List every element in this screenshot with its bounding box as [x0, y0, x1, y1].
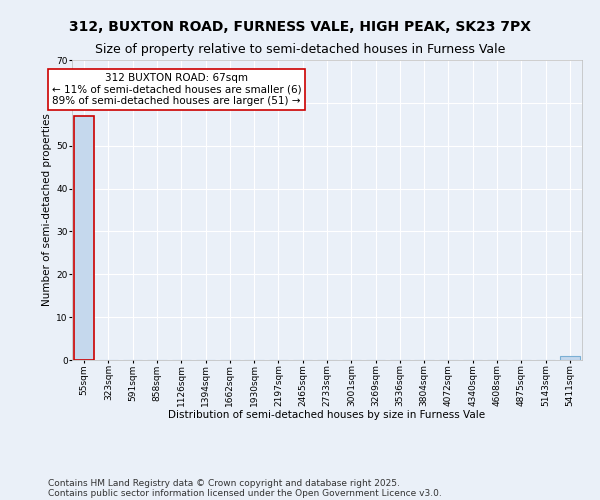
Text: 312, BUXTON ROAD, FURNESS VALE, HIGH PEAK, SK23 7PX: 312, BUXTON ROAD, FURNESS VALE, HIGH PEA…	[69, 20, 531, 34]
Text: Contains HM Land Registry data © Crown copyright and database right 2025.: Contains HM Land Registry data © Crown c…	[48, 478, 400, 488]
Text: 312 BUXTON ROAD: 67sqm
← 11% of semi-detached houses are smaller (6)
89% of semi: 312 BUXTON ROAD: 67sqm ← 11% of semi-det…	[52, 73, 301, 106]
Y-axis label: Number of semi-detached properties: Number of semi-detached properties	[42, 114, 52, 306]
Text: Contains public sector information licensed under the Open Government Licence v3: Contains public sector information licen…	[48, 488, 442, 498]
X-axis label: Distribution of semi-detached houses by size in Furness Vale: Distribution of semi-detached houses by …	[169, 410, 485, 420]
Bar	[560, 356, 580, 360]
Text: Size of property relative to semi-detached houses in Furness Vale: Size of property relative to semi-detach…	[95, 42, 505, 56]
Bar	[74, 116, 94, 360]
